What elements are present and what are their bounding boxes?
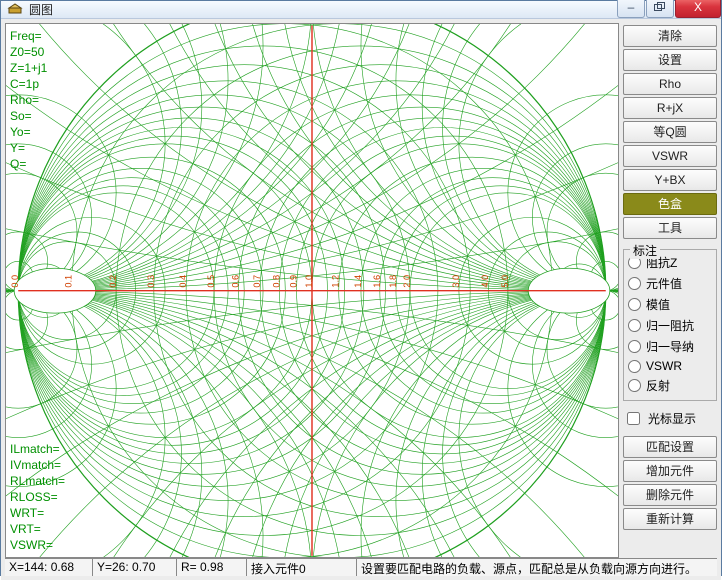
clear-button[interactable]: 清除 xyxy=(623,25,717,47)
radio-ann-vswr[interactable]: VSWR xyxy=(628,359,712,373)
smith-chart-svg: 0.0 0.1 0.2 0.3 0.4 0.5 0.6 0.7 0.8 0.9 1.0 1.2 1.4 1… xyxy=(6,24,618,557)
svg-text:0.1: 0.1 xyxy=(64,275,74,288)
rlmatch-label: RLmatch= xyxy=(10,473,65,489)
y-label: Y= xyxy=(10,140,47,156)
rloss-label: RLOSS= xyxy=(10,489,65,505)
svg-text:1.6: 1.6 xyxy=(372,275,382,288)
radio-norm-imp[interactable]: 归一阻抗 xyxy=(628,317,712,334)
status-r: R= 0.98 xyxy=(177,559,247,576)
svg-text:0.3: 0.3 xyxy=(146,275,156,288)
yo-label: Yo= xyxy=(10,124,47,140)
close-button[interactable]: X xyxy=(675,0,721,18)
svg-text:0.6: 0.6 xyxy=(231,275,241,288)
c-label: C=1p xyxy=(10,76,47,92)
svg-text:5.0: 5.0 xyxy=(500,275,510,288)
side-panel: 清除 设置 Rho R+jX 等Q圆 VSWR Y+BX 色盒 工具 标注 阻抗… xyxy=(623,23,717,558)
colorbox-button[interactable]: 色盒 xyxy=(623,193,717,215)
client-area: 0.0 0.1 0.2 0.3 0.4 0.5 0.6 0.7 0.8 0.9 1.0 1.2 1.4 1… xyxy=(1,19,721,580)
svg-text:0.0: 0.0 xyxy=(10,275,20,288)
so-label: So= xyxy=(10,108,47,124)
status-x: X=144: 0.68 xyxy=(5,559,93,576)
wrt-label: WRT= xyxy=(10,505,65,521)
main-row: 0.0 0.1 0.2 0.3 0.4 0.5 0.6 0.7 0.8 0.9 1.0 1.2 1.4 1… xyxy=(5,23,717,558)
svg-text:3.0: 3.0 xyxy=(451,275,461,288)
qcircle-button[interactable]: 等Q圆 xyxy=(623,121,717,143)
z0-label: Z0=50 xyxy=(10,44,47,60)
rho-button[interactable]: Rho xyxy=(623,73,717,95)
match-settings-button[interactable]: 匹配设置 xyxy=(623,436,717,458)
status-bar: X=144: 0.68 Y=26: 0.70 R= 0.98 接入元件0 设置要… xyxy=(5,558,717,576)
app-icon xyxy=(7,2,23,18)
del-component-button[interactable]: 删除元件 xyxy=(623,484,717,506)
maximize-button[interactable] xyxy=(646,0,674,18)
svg-text:0.2: 0.2 xyxy=(108,275,118,288)
svg-text:1.4: 1.4 xyxy=(353,275,363,288)
z-label: Z=1+j1 xyxy=(10,60,47,76)
svg-text:1.0: 1.0 xyxy=(304,275,314,288)
window-buttons: – X xyxy=(616,0,721,18)
svg-text:4.0: 4.0 xyxy=(480,275,490,288)
param-readout-top: Freq= Z0=50 Z=1+j1 C=1p Rho= So= Yo= Y= … xyxy=(10,28,47,172)
status-y: Y=26: 0.70 xyxy=(93,559,177,576)
smith-chart[interactable]: 0.0 0.1 0.2 0.3 0.4 0.5 0.6 0.7 0.8 0.9 1.0 1.2 1.4 1… xyxy=(5,23,619,558)
recompute-button[interactable]: 重新计算 xyxy=(623,508,717,530)
ybx-button[interactable]: Y+BX xyxy=(623,169,717,191)
radio-component[interactable]: 元件值 xyxy=(628,275,712,292)
svg-text:1.2: 1.2 xyxy=(331,275,341,288)
vrt-label: VRT= xyxy=(10,521,65,537)
add-component-button[interactable]: 增加元件 xyxy=(623,460,717,482)
cursor-checkbox[interactable]: 光标显示 xyxy=(623,409,717,428)
svg-text:2.0: 2.0 xyxy=(402,275,412,288)
annotation-title: 标注 xyxy=(630,242,660,259)
param-readout-bottom: ILmatch= IVmatch= RLmatch= RLOSS= WRT= V… xyxy=(10,441,65,553)
svg-text:0.5: 0.5 xyxy=(206,275,216,288)
q-label: Q= xyxy=(10,156,47,172)
status-hint: 设置要匹配电路的负载、源点，匹配总是从负载向源方向进行。 xyxy=(357,559,717,576)
svg-text:0.9: 0.9 xyxy=(289,275,299,288)
svg-text:0.8: 0.8 xyxy=(271,275,281,288)
radio-norm-adm[interactable]: 归一导纳 xyxy=(628,338,712,355)
rho-label: Rho= xyxy=(10,92,47,108)
tools-button[interactable]: 工具 xyxy=(623,217,717,239)
ivmatch-label: IVmatch= xyxy=(10,457,65,473)
minimize-button[interactable]: – xyxy=(617,0,645,18)
app-window: 圆图 – X 0.0 0.1 0.2 0.3 0.4 0.5 0.6 0.7 0.8 0.9 1.0… xyxy=(0,0,722,576)
vswr-label: VSWR= xyxy=(10,537,65,553)
window-title: 圆图 xyxy=(29,1,616,18)
titlebar: 圆图 – X xyxy=(1,1,721,19)
svg-text:1.8: 1.8 xyxy=(388,275,398,288)
status-insert: 接入元件0 xyxy=(247,559,357,576)
radio-magnitude[interactable]: 模值 xyxy=(628,296,712,313)
freq-label: Freq= xyxy=(10,28,47,44)
svg-text:0.7: 0.7 xyxy=(252,275,262,288)
ilmatch-label: ILmatch= xyxy=(10,441,65,457)
svg-text:0.4: 0.4 xyxy=(178,275,188,288)
rjx-button[interactable]: R+jX xyxy=(623,97,717,119)
radio-reflection[interactable]: 反射 xyxy=(628,377,712,394)
vswr-button[interactable]: VSWR xyxy=(623,145,717,167)
annotation-group: 标注 阻抗Z 元件值 模值 归一阻抗 归一导纳 VSWR 反射 xyxy=(623,249,717,401)
settings-button[interactable]: 设置 xyxy=(623,49,717,71)
